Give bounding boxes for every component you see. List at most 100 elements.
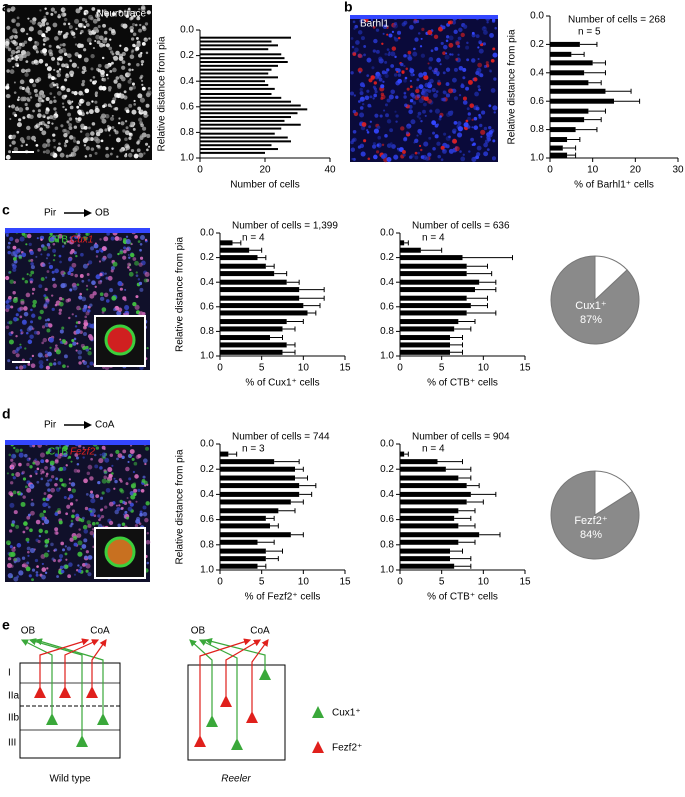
cell: [67, 487, 72, 492]
cell: [11, 466, 14, 469]
bar: [220, 342, 287, 348]
cell: [68, 122, 72, 127]
cell: [109, 152, 113, 156]
cell: [402, 153, 406, 157]
cell: [98, 260, 102, 263]
cell: [473, 116, 478, 121]
bar: [400, 556, 450, 562]
cell: [118, 117, 121, 120]
cell: [95, 129, 99, 133]
cell: [89, 79, 93, 82]
cell: [46, 253, 50, 257]
cell: [4, 44, 10, 49]
cell: [366, 89, 370, 93]
cell: [113, 79, 118, 84]
error-bar: [404, 240, 409, 246]
cell: [7, 250, 11, 255]
cell: [22, 495, 26, 499]
bar: [200, 108, 308, 111]
cell: [35, 571, 39, 574]
y-tick-label: 0.2: [380, 464, 394, 475]
cell: [87, 555, 93, 560]
cell: [49, 346, 52, 350]
legend-label: Fezf2⁺: [332, 743, 362, 754]
cell: [460, 32, 465, 38]
cell: [15, 448, 20, 453]
cell: [389, 142, 393, 145]
cell: [352, 137, 357, 142]
cell: [46, 142, 51, 147]
cell: [83, 304, 88, 309]
layer-label: IIb: [8, 713, 20, 724]
cell: [34, 93, 39, 98]
cell: [24, 87, 30, 93]
cell: [79, 307, 82, 311]
cell: [49, 83, 54, 89]
cell: [384, 73, 389, 78]
axon: [34, 638, 104, 714]
cell: [357, 30, 363, 35]
cell: [44, 322, 49, 328]
cell: [29, 19, 33, 23]
cell: [127, 79, 132, 84]
annotation: Number of cells = 904: [412, 432, 510, 443]
cell: [91, 528, 95, 531]
cell: [95, 249, 100, 254]
axon: [199, 638, 252, 736]
cell: [65, 558, 68, 561]
cell: [81, 17, 86, 22]
cell: [51, 475, 55, 479]
cell: [73, 542, 78, 547]
cell: [65, 154, 69, 158]
cell: [69, 59, 73, 63]
cell: [18, 365, 24, 370]
cell: [25, 60, 29, 63]
cell: [36, 565, 39, 568]
cell: [446, 35, 450, 39]
bar: [220, 508, 279, 514]
cell: [420, 119, 423, 123]
cell: [28, 325, 34, 331]
panel-label: c: [2, 202, 10, 218]
cell: [417, 151, 421, 155]
cell: [391, 46, 397, 51]
cell: [53, 96, 56, 99]
cell: [73, 90, 78, 96]
cell: [37, 109, 41, 113]
cell: [34, 78, 40, 84]
cell: [414, 151, 418, 155]
cell: [60, 283, 66, 289]
inset-cell: [104, 536, 136, 568]
cell: [428, 56, 434, 62]
cell: [59, 452, 63, 457]
cell: [101, 257, 106, 262]
cell: [476, 145, 482, 151]
cell: [47, 550, 50, 553]
cell: [448, 42, 454, 48]
cell: [125, 145, 131, 151]
error-bar: [454, 326, 472, 332]
cell: [21, 86, 25, 91]
cell: [56, 86, 59, 89]
bar: [220, 326, 283, 332]
cell: [43, 510, 46, 514]
cell: [373, 128, 380, 134]
cell: [111, 464, 114, 467]
cell: [67, 497, 71, 500]
cell: [63, 17, 68, 22]
pie-slice: [594, 255, 628, 302]
cell: [96, 67, 100, 72]
cell: [78, 90, 83, 96]
cell: [143, 278, 148, 283]
cell: [26, 32, 29, 36]
bar: [220, 548, 266, 554]
target-label: OB: [191, 626, 206, 637]
cell: [372, 85, 376, 89]
cell: [132, 470, 136, 474]
cell: [128, 271, 134, 277]
cell: [94, 39, 97, 43]
cell: [142, 475, 146, 479]
cell: [80, 252, 84, 257]
cell: [62, 445, 69, 451]
cell: [81, 82, 85, 87]
